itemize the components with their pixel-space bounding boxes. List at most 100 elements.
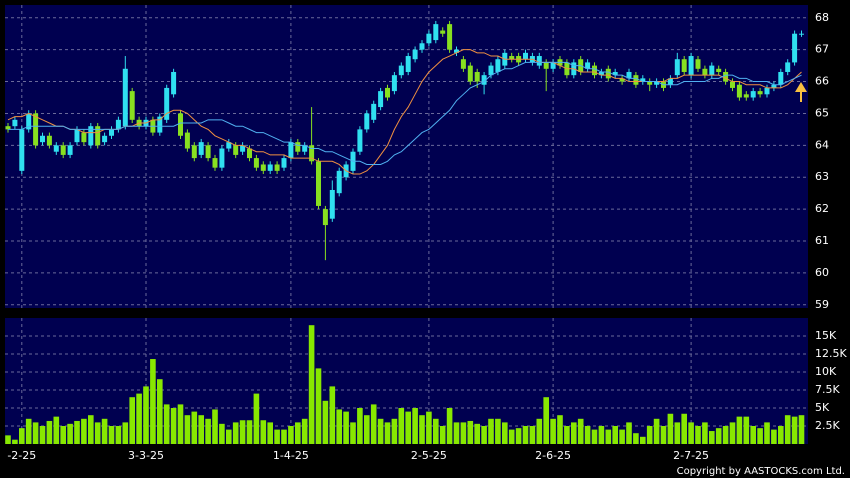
candle-body <box>598 71 604 76</box>
candle-body <box>592 65 597 76</box>
y-tick-label: 5K <box>815 401 830 414</box>
volume-bar <box>633 433 639 444</box>
volume-bar <box>529 426 536 444</box>
volume-bar <box>184 415 191 444</box>
volume-bar <box>460 422 467 444</box>
candle-body <box>467 65 473 82</box>
plot-layer: 59 60 61 62 63 64 65 66 67 68 2.5K 5K 7.5K 10K 12.5K 15… <box>5 5 847 462</box>
candle-body <box>695 59 701 69</box>
volume-bar <box>695 426 701 444</box>
candle-body <box>109 129 114 136</box>
candle-body <box>164 87 170 120</box>
candle-body <box>364 113 370 130</box>
moving-average-line <box>8 61 802 165</box>
candle-body <box>74 129 80 143</box>
candle-body <box>171 71 177 95</box>
volume-bar <box>722 426 729 444</box>
candle-body <box>674 59 680 76</box>
volume-bar <box>591 429 598 444</box>
candle-body <box>205 145 211 159</box>
candle-body <box>233 145 239 155</box>
volume-bar <box>25 418 32 444</box>
candle-body <box>316 161 321 206</box>
candle-body <box>184 132 190 149</box>
volume-bar <box>502 422 508 444</box>
candle-body <box>67 145 73 155</box>
candle-body <box>743 94 749 98</box>
volume-bar <box>301 418 308 444</box>
candle-body <box>412 49 418 60</box>
volume-bar <box>136 393 142 444</box>
volume-bar <box>646 426 653 444</box>
volume-bar <box>60 426 66 444</box>
volume-bar <box>19 428 25 444</box>
volume-bar <box>129 397 135 444</box>
volume-bar <box>143 386 149 444</box>
volume-bar <box>322 400 329 444</box>
y-tick-label: 10K <box>815 365 837 378</box>
candle-body <box>33 113 39 146</box>
volume-bar <box>370 404 377 444</box>
candle-body <box>178 113 183 136</box>
volume-bar <box>488 418 494 444</box>
volume-bar <box>81 418 87 444</box>
candle-body <box>115 119 121 130</box>
volume-bar <box>391 418 398 444</box>
volume-bar <box>660 426 667 444</box>
volume-bar <box>571 422 577 444</box>
volume-bar <box>212 409 218 444</box>
y-tick-label: 65 <box>815 106 829 119</box>
candle-body <box>295 142 301 152</box>
candle-body <box>654 81 660 85</box>
candle-body <box>371 103 377 120</box>
volume-bar <box>729 422 736 444</box>
volume-bar <box>605 429 612 444</box>
volume-bar <box>329 386 336 444</box>
volume-bar <box>226 429 232 444</box>
volume-bar <box>108 426 115 444</box>
candle-body <box>612 71 618 76</box>
candle-body <box>681 59 687 72</box>
candle-body <box>212 158 218 168</box>
volume-bar <box>715 428 722 444</box>
volume-bar <box>598 426 605 444</box>
volume-bar <box>398 408 405 444</box>
volume-bar <box>39 426 46 444</box>
volume-bar <box>12 439 18 444</box>
volume-bar <box>53 416 60 444</box>
candle-body <box>274 164 280 171</box>
candle-body <box>60 145 66 155</box>
candle-body <box>785 62 791 72</box>
volume-bar <box>32 422 39 444</box>
candle-body <box>619 78 625 82</box>
volume-bar <box>467 420 474 444</box>
candle-body <box>122 68 128 127</box>
candle-body <box>281 158 287 168</box>
volume-bar <box>364 415 370 444</box>
volume-bar <box>778 426 784 444</box>
candle-body <box>626 71 632 79</box>
candle-body <box>723 71 729 82</box>
volume-bar <box>150 359 156 444</box>
volume-bar <box>674 422 681 444</box>
volume-bar <box>446 408 453 444</box>
candle-body <box>191 145 197 159</box>
y-tick-label: 15K <box>815 329 837 342</box>
volume-bar <box>288 426 294 444</box>
candle-body <box>647 81 653 85</box>
volume-bar <box>798 415 805 444</box>
y-tick-label: 60 <box>815 266 829 279</box>
candle-body <box>523 52 528 60</box>
volume-bar <box>253 393 260 444</box>
volume-bar <box>350 422 356 444</box>
candle-body <box>757 91 763 95</box>
volume-bar <box>46 420 53 444</box>
y-tick-label: 59 <box>815 298 829 311</box>
candle-body <box>226 142 232 149</box>
candle-body <box>426 33 432 44</box>
candle-body <box>709 65 715 76</box>
candle-body <box>716 68 722 72</box>
candle-body <box>730 81 735 88</box>
volume-bar <box>750 426 756 444</box>
